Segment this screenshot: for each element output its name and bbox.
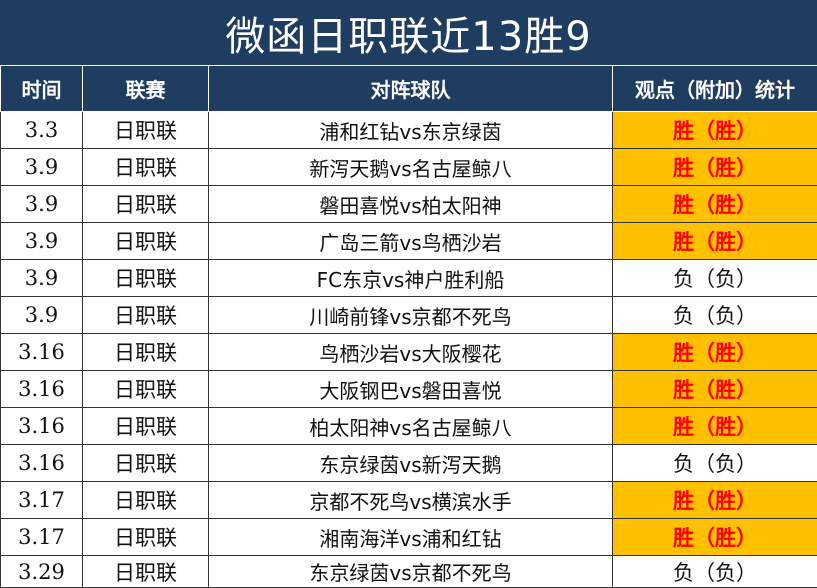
result-cell: 胜（胜） — [613, 186, 817, 223]
header-match: 对阵球队 — [209, 66, 613, 112]
result-cell: 胜（胜） — [613, 149, 817, 186]
match-cell: 鸟栖沙岩vs大阪樱花 — [209, 334, 613, 371]
date-cell: 3.16 — [1, 334, 83, 371]
date-cell: 3.9 — [1, 260, 83, 297]
match-cell: 川崎前锋vs京都不死鸟 — [209, 297, 613, 334]
league-cell: 日职联 — [83, 519, 209, 556]
result-cell: 负（负） — [613, 297, 817, 334]
result-cell: 胜（胜） — [613, 223, 817, 260]
date-cell: 3.17 — [1, 519, 83, 556]
date-cell: 3.9 — [1, 297, 83, 334]
match-cell: 柏太阳神vs名古屋鲸八 — [209, 408, 613, 445]
result-cell: 胜（胜） — [613, 408, 817, 445]
date-cell: 3.16 — [1, 445, 83, 482]
result-cell: 胜（胜） — [613, 371, 817, 408]
date-cell: 3.9 — [1, 223, 83, 260]
league-cell: 日职联 — [83, 445, 209, 482]
match-cell: 湘南海洋vs浦和红钻 — [209, 519, 613, 556]
result-cell: 胜（胜） — [613, 519, 817, 556]
header-date: 时间 — [1, 66, 83, 112]
match-cell: 磐田喜悦vs柏太阳神 — [209, 186, 613, 223]
match-cell: FC东京vs神户胜利船 — [209, 260, 613, 297]
league-cell: 日职联 — [83, 186, 209, 223]
match-cell: 新泻天鹅vs名古屋鲸八 — [209, 149, 613, 186]
date-cell: 3.16 — [1, 408, 83, 445]
league-cell: 日职联 — [83, 149, 209, 186]
result-cell: 负（负） — [613, 445, 817, 482]
league-cell: 日职联 — [83, 408, 209, 445]
date-cell: 3.17 — [1, 482, 83, 519]
header-row: 时间 联赛 对阵球队 观点（附加）统计 — [1, 66, 817, 112]
league-cell: 日职联 — [83, 260, 209, 297]
page-title: 微函日职联近13胜9 — [0, 0, 817, 66]
league-cell: 日职联 — [83, 297, 209, 334]
date-cell: 3.9 — [1, 186, 83, 223]
header-league: 联赛 — [83, 66, 209, 112]
match-cell: 东京绿茵vs新泻天鹅 — [209, 445, 613, 482]
league-cell: 日职联 — [83, 112, 209, 149]
match-cell: 京都不死鸟vs横滨水手 — [209, 482, 613, 519]
date-cell: 3.9 — [1, 149, 83, 186]
result-cell: 负（负） — [613, 260, 817, 297]
result-cell: 胜（胜） — [613, 482, 817, 519]
date-cell: 3.3 — [1, 112, 83, 149]
league-cell: 日职联 — [83, 371, 209, 408]
league-cell: 日职联 — [83, 334, 209, 371]
league-cell: 日职联 — [83, 223, 209, 260]
league-cell: 日职联 — [83, 482, 209, 519]
match-cell: 广岛三箭vs鸟栖沙岩 — [209, 223, 613, 260]
date-cell: 3.16 — [1, 371, 83, 408]
match-cell: 大阪钢巴vs磐田喜悦 — [209, 371, 613, 408]
match-cell: 浦和红钻vs东京绿茵 — [209, 112, 613, 149]
result-cell: 胜（胜） — [613, 112, 817, 149]
result-cell: 胜（胜） — [613, 334, 817, 371]
header-result: 观点（附加）统计 — [613, 66, 817, 112]
